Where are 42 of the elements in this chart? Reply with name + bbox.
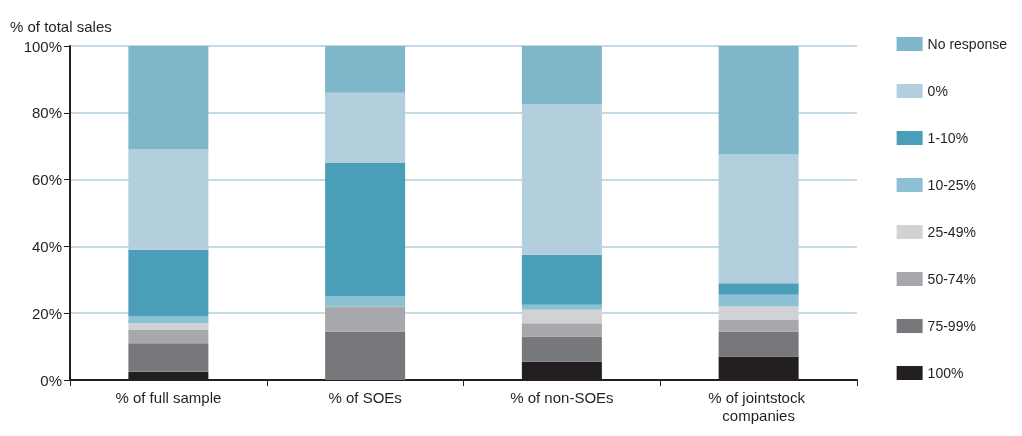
- bar: [128, 323, 209, 330]
- legend-label: 50-74%: [927, 271, 976, 287]
- bar: [325, 306, 406, 332]
- x-tick-label: % of full sample: [115, 388, 222, 406]
- bar: [325, 331, 406, 380]
- bar: [521, 254, 602, 305]
- legend-label: 0%: [927, 83, 948, 99]
- bar: [521, 336, 602, 362]
- bar: [718, 283, 799, 295]
- bar: [718, 306, 799, 320]
- legend-label: 25-49%: [927, 224, 976, 240]
- bar: [521, 46, 602, 105]
- y-tick-label: 0%: [40, 371, 62, 389]
- bar: [128, 46, 209, 150]
- bar: [325, 296, 406, 307]
- legend-label: 10-25%: [927, 177, 976, 193]
- bar: [128, 343, 209, 372]
- y-axis-title: % of total sales: [10, 18, 112, 35]
- legend-label: 1-10%: [927, 130, 969, 146]
- bar: [128, 249, 209, 317]
- x-tick-label: % of SOEs: [328, 388, 402, 406]
- y-tick-label: 100%: [23, 37, 62, 55]
- y-tick-label: 20%: [31, 304, 62, 322]
- legend-label: 100%: [927, 365, 964, 381]
- y-tick-label: 60%: [31, 171, 62, 189]
- x-tick-label: % of jointstock companies: [708, 388, 810, 424]
- bar: [521, 323, 602, 337]
- bar: [325, 46, 406, 93]
- bar: [128, 329, 209, 344]
- bar: [325, 162, 406, 297]
- bar: [521, 309, 602, 324]
- bar: [521, 304, 602, 310]
- bar: [718, 46, 799, 155]
- bar: [718, 319, 799, 332]
- y-tick-label: 80%: [31, 104, 62, 122]
- y-tick-label: 40%: [31, 237, 62, 255]
- bar: [128, 316, 209, 324]
- bar: [718, 294, 799, 307]
- x-tick-label: % of non-SOEs: [510, 388, 614, 406]
- bar: [718, 331, 799, 357]
- legend-label: 75-99%: [927, 318, 976, 334]
- legend-label: No response: [927, 36, 1008, 52]
